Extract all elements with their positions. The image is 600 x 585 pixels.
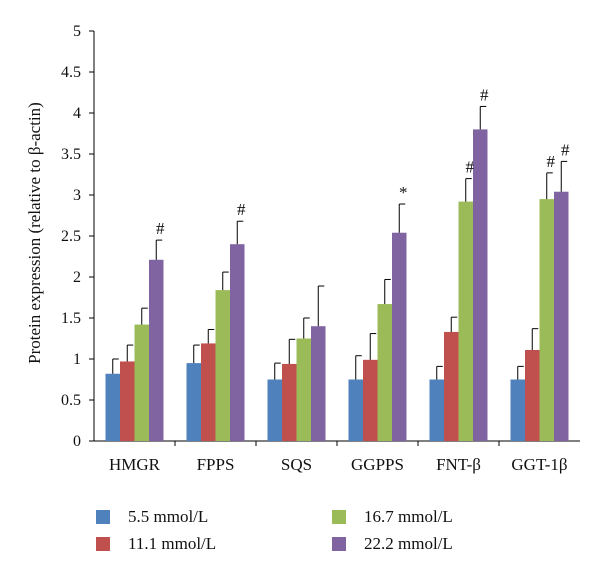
axes: 0 0.5 1 1.5 2 2.5 3 3.5 4 4.5 5	[61, 23, 580, 450]
bar	[429, 379, 444, 441]
significance-mark: #	[237, 200, 246, 219]
significance-marks: # # * # # # #	[156, 85, 570, 238]
significance-mark: #	[466, 158, 475, 177]
y-tick-label: 2	[73, 269, 81, 286]
y-tick-label: 0	[73, 433, 81, 450]
y-axis-title: Protein expression (relative to β-actin)	[25, 102, 44, 364]
bar	[186, 363, 201, 441]
category-label: GGPPS	[351, 455, 404, 474]
y-tick-label: 1	[73, 351, 81, 368]
bar	[392, 232, 407, 441]
bar	[134, 324, 149, 441]
legend-label: 5.5 mmol/L	[128, 507, 208, 526]
bar	[105, 373, 120, 441]
category-label: GGT-1β	[511, 455, 567, 474]
y-tick-label: 2.5	[61, 228, 81, 245]
y-tick-label: 4	[73, 105, 81, 122]
significance-mark: *	[399, 183, 408, 202]
y-tick-label: 0.5	[61, 392, 81, 409]
bar	[215, 290, 230, 441]
category-label: SQS	[281, 455, 312, 474]
bar-series	[105, 129, 569, 441]
bar	[539, 199, 554, 441]
y-tick-label: 1.5	[61, 310, 81, 327]
bar	[473, 129, 488, 441]
significance-mark: #	[156, 219, 165, 238]
bar	[149, 259, 164, 441]
bar	[377, 304, 392, 441]
bar	[363, 359, 378, 441]
legend-label: 11.1 mmol/L	[128, 534, 216, 553]
significance-mark: #	[561, 140, 570, 159]
category-labels: HMGR FPPS SQS GGPPS FNT-β GGT-1β	[109, 455, 568, 474]
bar	[230, 244, 245, 441]
legend-swatch	[96, 510, 110, 524]
category-label: FPPS	[197, 455, 235, 474]
bar	[120, 361, 135, 441]
legend-label: 22.2 mmol/L	[364, 534, 453, 553]
bar	[201, 343, 216, 441]
category-label: HMGR	[109, 455, 161, 474]
category-label: FNT-β	[436, 455, 481, 474]
significance-mark: #	[480, 85, 489, 104]
legend-label: 16.7 mmol/L	[364, 507, 453, 526]
legend: 5.5 mmol/L 11.1 mmol/L 16.7 mmol/L 22.2 mmo…	[96, 507, 453, 553]
legend-swatch	[332, 537, 346, 551]
bar	[525, 349, 540, 441]
legend-swatch	[332, 510, 346, 524]
bar	[554, 191, 569, 441]
y-tick-label: 5	[73, 23, 81, 40]
significance-mark: #	[547, 152, 556, 171]
y-tick-label: 4.5	[61, 64, 81, 81]
bar	[267, 379, 282, 441]
bar	[296, 338, 311, 441]
y-tick-label: 3.5	[61, 146, 81, 163]
bar	[311, 326, 326, 441]
bar	[510, 379, 525, 441]
bar	[444, 331, 459, 441]
bar	[348, 379, 363, 441]
legend-swatch	[96, 537, 110, 551]
y-tick-label: 3	[73, 187, 81, 204]
error-bars	[112, 105, 568, 380]
bar	[282, 363, 297, 441]
bar	[458, 201, 473, 441]
